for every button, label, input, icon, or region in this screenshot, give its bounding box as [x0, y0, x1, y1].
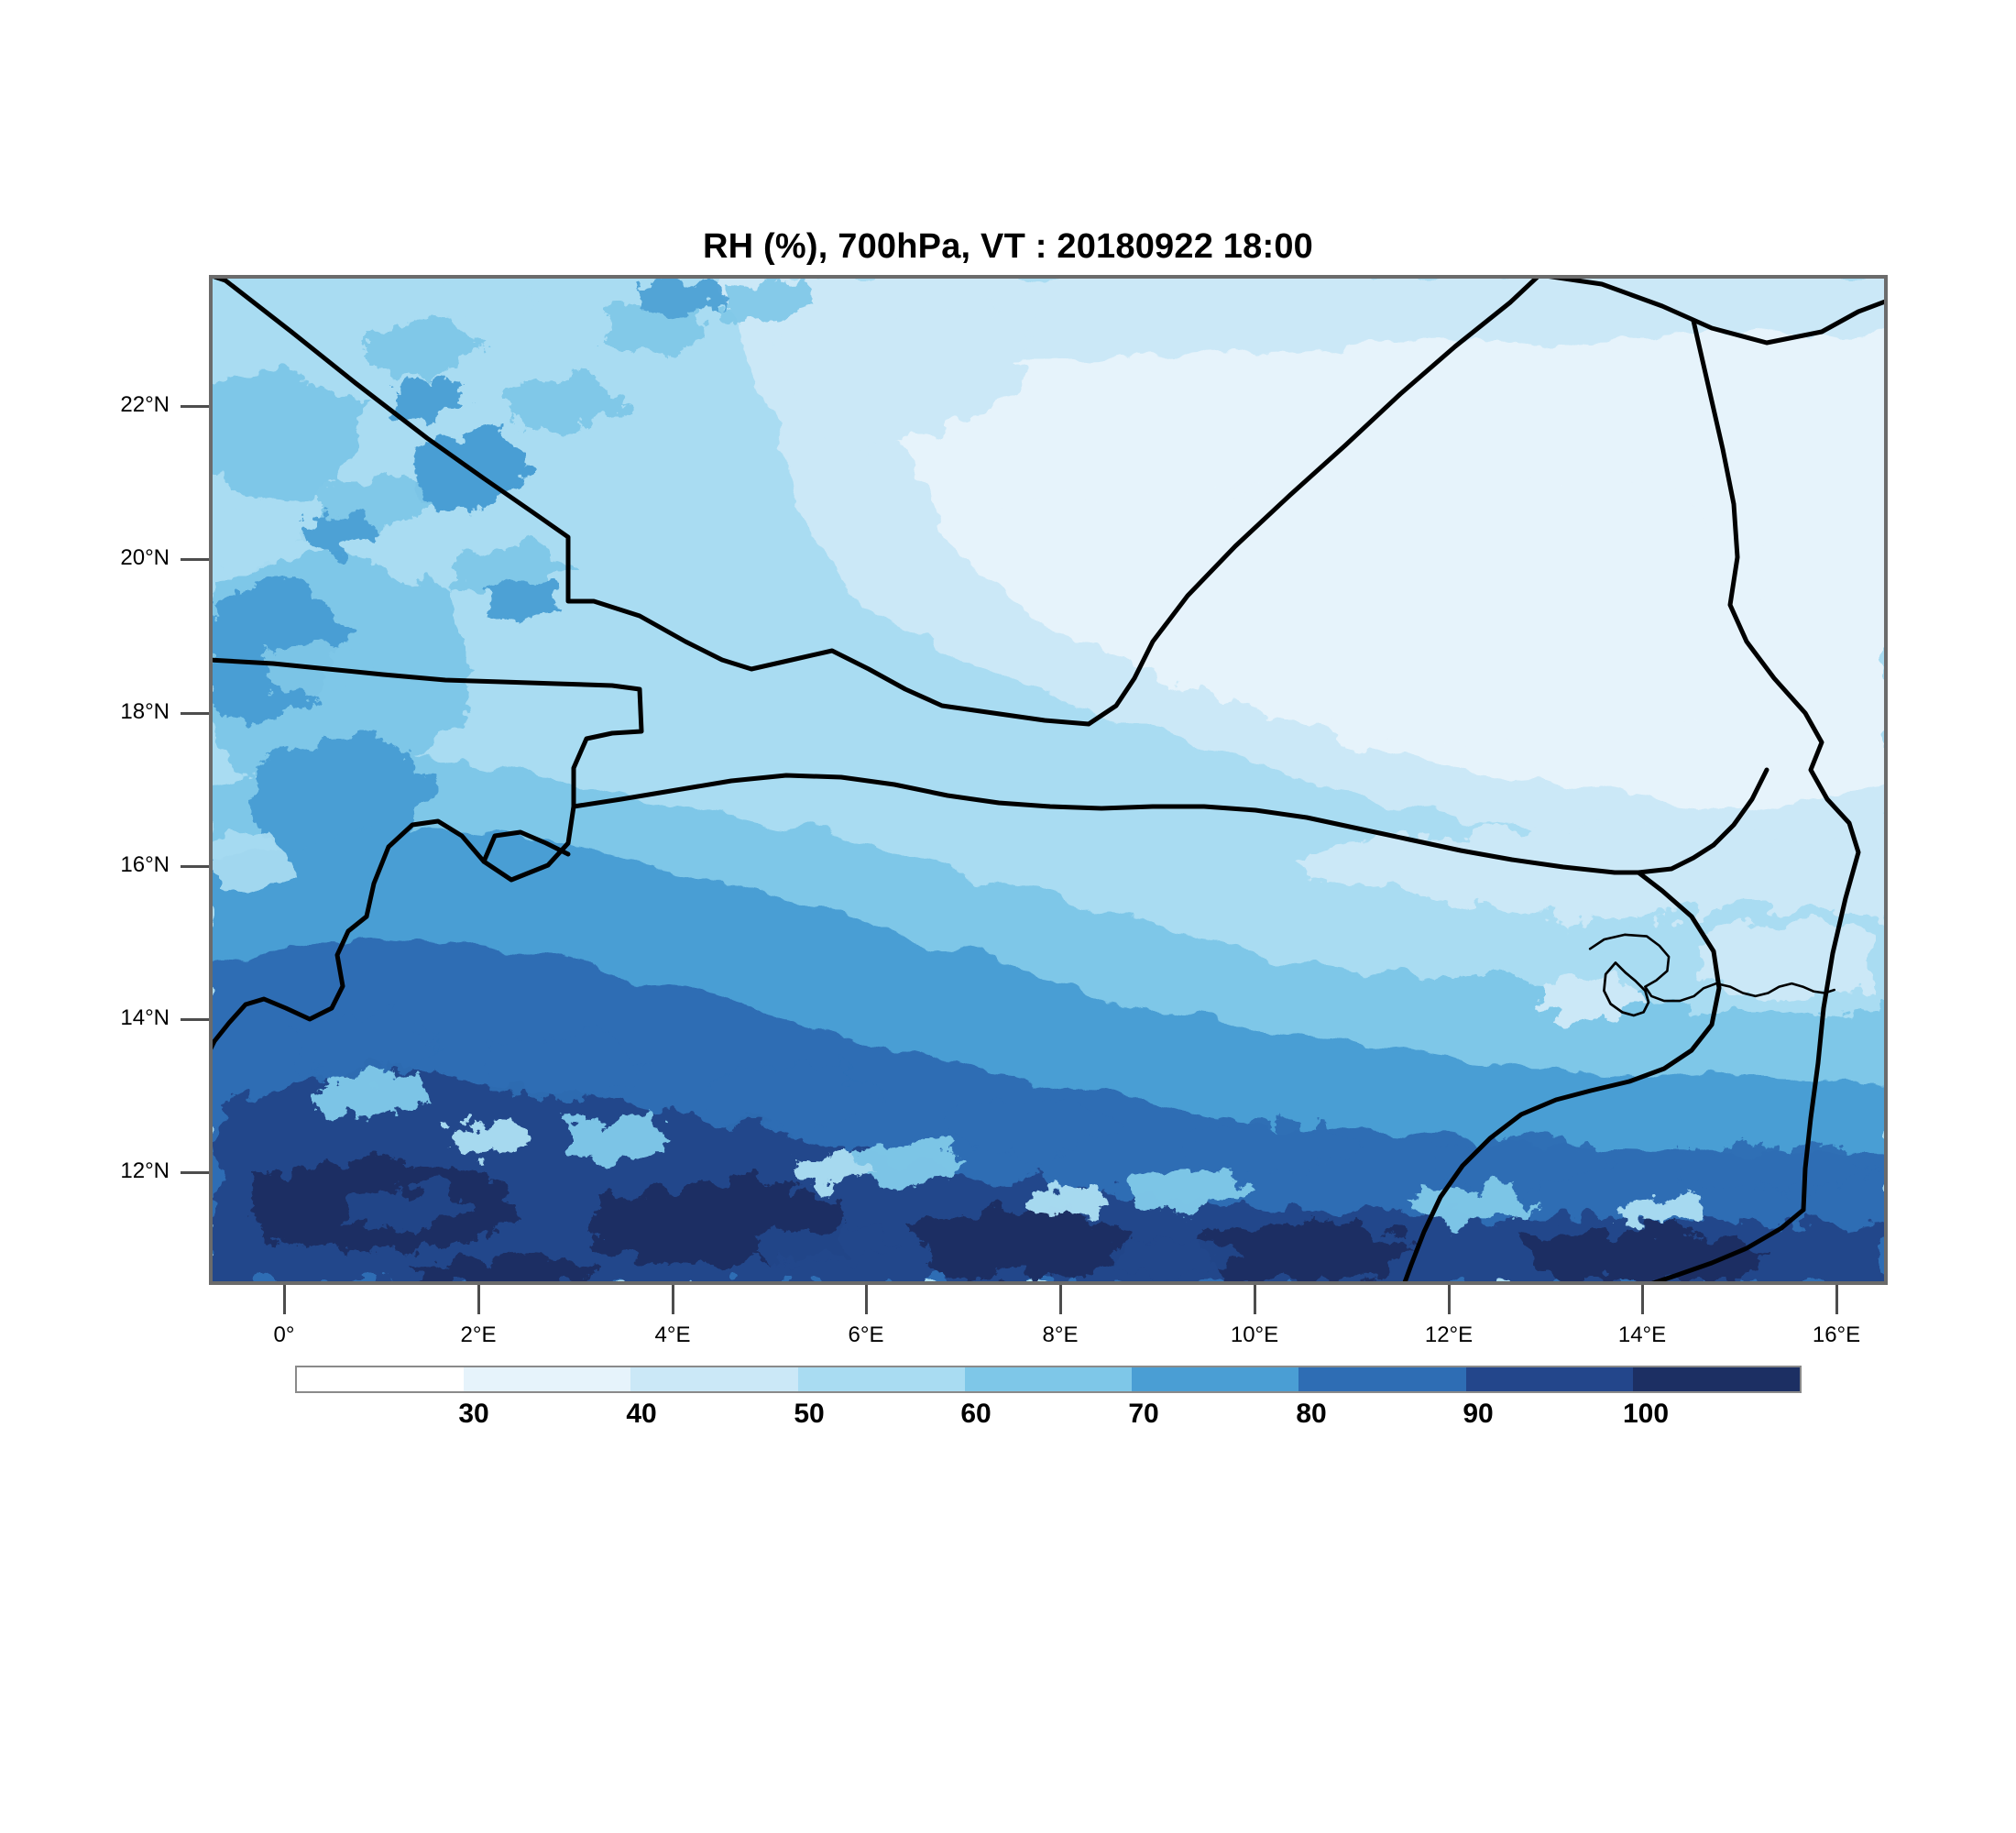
colorbar-segment-60-70 [964, 1367, 1133, 1391]
colorbar-segment-100-110 [1632, 1367, 1800, 1391]
xtick-8e [1059, 1285, 1062, 1314]
map-plot-area [209, 275, 1888, 1285]
colorbar-segment-30-40 [464, 1367, 631, 1391]
colorbar-segment-20-30 [297, 1367, 465, 1391]
ytick-18n [181, 712, 209, 715]
xlabel-16e: 16°E [1812, 1323, 1861, 1347]
xlabel-12e: 12°E [1424, 1323, 1474, 1347]
colorbar-label-60: 60 [960, 1399, 992, 1429]
xlabel-14e: 14°E [1617, 1323, 1667, 1347]
xlabel-10e: 10°E [1230, 1323, 1279, 1347]
ylabel-22n: 22°N [120, 392, 170, 417]
xlabel-0: 0° [273, 1323, 295, 1347]
colorbar-label-30: 30 [458, 1399, 489, 1429]
ylabel-14n: 14°N [120, 1005, 170, 1030]
colorbar-label-70: 70 [1128, 1399, 1159, 1429]
colorbar-segment-50-60 [797, 1367, 965, 1391]
colorbar-label-40: 40 [626, 1399, 657, 1429]
colorbar-segment-80-90 [1298, 1367, 1466, 1391]
ylabel-16n: 16°N [120, 852, 170, 877]
ylabel-20n: 20°N [120, 545, 170, 570]
ytick-20n [181, 558, 209, 561]
ytick-12n [181, 1171, 209, 1174]
contour-fill-group [209, 275, 1888, 1285]
xlabel-8e: 8°E [1042, 1323, 1079, 1347]
ytick-14n [181, 1018, 209, 1021]
ylabel-12n: 12°N [120, 1158, 170, 1183]
colorbar-label-80: 80 [1296, 1399, 1327, 1429]
xtick-14e [1641, 1285, 1644, 1314]
ytick-22n [181, 405, 209, 408]
colorbar[interactable] [295, 1366, 1802, 1393]
map-frame [209, 275, 1888, 1285]
colorbar-label-100: 100 [1622, 1399, 1670, 1429]
chart-title: RH (%), 700hPa, VT : 20180922 18:00 [702, 227, 1313, 266]
colorbar-segment-90-100 [1465, 1367, 1633, 1391]
xtick-2e [477, 1285, 480, 1314]
colorbar-segment-70-80 [1132, 1367, 1299, 1391]
country-borders [209, 275, 1888, 1285]
xlabel-6e: 6°E [848, 1323, 884, 1347]
ytick-16n [181, 865, 209, 868]
xtick-4e [672, 1285, 674, 1314]
xtick-16e [1835, 1285, 1838, 1314]
ylabel-18n: 18°N [120, 699, 170, 724]
xtick-12e [1448, 1285, 1451, 1314]
colorbar-segment-40-50 [630, 1367, 798, 1391]
xtick-6e [865, 1285, 868, 1314]
xtick-0 [283, 1285, 286, 1314]
colorbar-label-90: 90 [1463, 1399, 1494, 1429]
xlabel-2e: 2°E [460, 1323, 497, 1347]
xtick-10e [1254, 1285, 1256, 1314]
xlabel-4e: 4°E [654, 1323, 691, 1347]
colorbar-label-50: 50 [794, 1399, 825, 1429]
rh-contour-map [209, 275, 1888, 1285]
